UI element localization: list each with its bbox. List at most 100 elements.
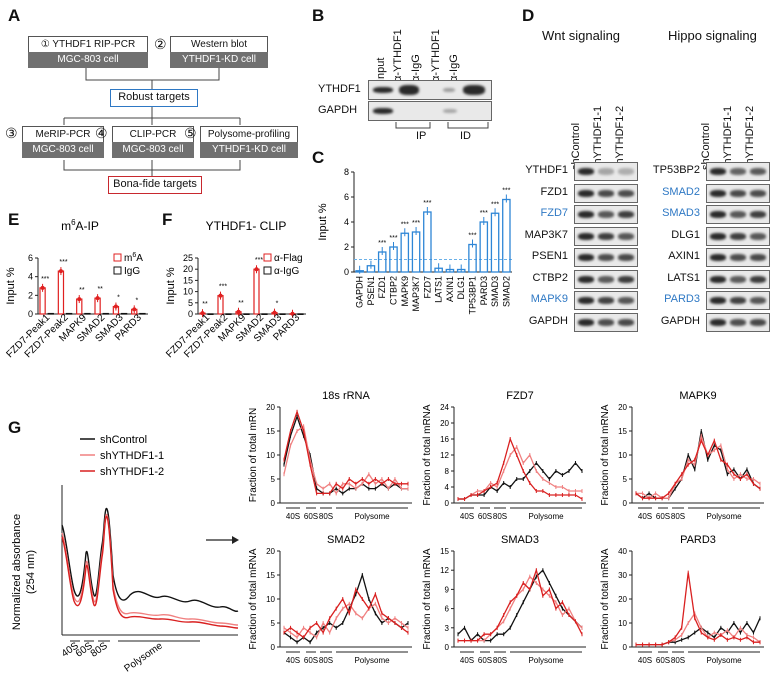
profile-ylabel: Fraction of total mRNA: [422, 548, 433, 649]
c-category-label: LATS1: [434, 276, 444, 303]
profile-ytick-label: 5: [623, 475, 628, 484]
c-sig-label: ***: [389, 235, 397, 242]
profile-line-0: [283, 572, 409, 644]
step5-number: ⑤: [184, 125, 197, 141]
wnt-label-map3k7: MAP3K7: [524, 228, 568, 241]
e-bar-0: [57, 270, 65, 315]
blot-b-row-ythdf1: YTHDF1: [318, 83, 361, 95]
step4-title: CLIP-PCR: [112, 126, 194, 143]
profile-ytick-label: 10: [266, 451, 275, 460]
profile-ytick-label: 3: [445, 624, 450, 633]
profile-ylabel: Fraction of total mRNA: [600, 548, 611, 649]
flowchart-connectors: [63, 68, 241, 176]
c-category-label: MAP3K7: [411, 276, 421, 312]
hippo-label-smad2: SMAD2: [662, 185, 700, 198]
c-bar: [411, 231, 421, 273]
c-category-label: FZD7: [422, 276, 432, 299]
wnt-label-psen1: PSEN1: [531, 250, 568, 262]
profile-line-2: [636, 572, 760, 646]
profile-line-2: [283, 409, 408, 495]
hippo-blot-tp53bp2: [706, 162, 770, 181]
e-legend-igg: IgG: [124, 266, 140, 277]
profile-fraction-label: 60S: [656, 656, 670, 665]
hippo-label-gapdh: GAPDH: [660, 314, 700, 327]
e-sig-label: **: [79, 287, 85, 294]
profile-title: SMAD2: [327, 534, 365, 546]
profile-fraction-label: 80S: [319, 512, 333, 521]
profile-ytick-label: 5: [271, 619, 276, 628]
e-bar-1: [65, 312, 73, 315]
step5-title: Polysome-profiling: [200, 126, 298, 143]
f-bar-1: [297, 313, 304, 315]
c-category-label: MAPK9: [400, 276, 410, 307]
c-category-label: SMAD3: [490, 276, 500, 307]
profile-ytick-label: 4: [445, 483, 450, 492]
profile-ytick-label: 15: [618, 427, 627, 436]
f-bar-1: [225, 313, 232, 315]
e-bar-1: [139, 312, 146, 315]
hippo-label-lats1: LATS1: [667, 271, 700, 284]
step4-number: ④: [95, 125, 108, 141]
profile-fraction-label: Polysome: [354, 656, 390, 665]
e-bar-1: [47, 312, 54, 315]
c-ytick-label: 8: [344, 167, 349, 177]
profile-line-0: [458, 461, 583, 500]
profile-ytick-label: 0: [445, 643, 450, 652]
c-sig-label: ***: [468, 233, 476, 240]
f-bar-1: [261, 313, 268, 315]
profile-line-2: [283, 587, 409, 639]
profile-fraction-label: 80S: [671, 512, 685, 521]
wnt-blot-gapdh: [574, 312, 638, 332]
profile-ytick-label: 20: [266, 547, 275, 556]
f-legend-flag: α-Flag: [274, 253, 303, 264]
f-sig-label: ***: [255, 257, 263, 264]
profile-ytick-label: 9: [445, 585, 450, 594]
profile-fraction-label: 40S: [638, 512, 652, 521]
profile-fraction-label: 40S: [460, 656, 474, 665]
c-category-label: CTBP2: [389, 276, 399, 305]
f-bar-1: [279, 313, 286, 315]
hippo-label-axin1: AXIN1: [668, 250, 700, 262]
lane-label-igg-ip: α-IgG: [410, 54, 422, 82]
step2-cell: YTHDF1-KD cell: [170, 52, 268, 68]
profile-fraction-label: 60S: [478, 656, 492, 665]
id-label: ID: [460, 130, 471, 142]
wnt-lane-shythdf1-1: shYTHDF1-1: [592, 105, 604, 170]
f-legend-swatch-igg: [263, 266, 272, 275]
blot-b-gapdh: [368, 101, 492, 121]
profile-ytick-label: 0: [623, 643, 628, 652]
profile-ytick-label: 0: [445, 499, 450, 508]
panel-label-b: B: [312, 6, 325, 25]
profile-line-2: [458, 567, 583, 642]
panel-label-f: F: [162, 210, 173, 229]
profile-ytick-label: 5: [271, 475, 276, 484]
step1-box: ① YTHDF1 RIP-PCR: [28, 36, 148, 53]
hippo-blot-pard3: [706, 291, 770, 310]
profile-title: MAPK9: [679, 390, 716, 402]
lane-label-input: Input: [375, 57, 387, 82]
e-ytick-label: 6: [28, 253, 33, 263]
wnt-label-ctbp2: CTBP2: [532, 271, 568, 284]
profile-title: PARD3: [680, 534, 716, 546]
f-ylabel: Input %: [165, 267, 177, 305]
c-category-label: DLG1: [456, 276, 466, 300]
e-ytick-label: 4: [28, 272, 33, 282]
profile-ytick-label: 0: [271, 499, 276, 508]
g-fraction-label: Polysome: [122, 640, 165, 674]
wnt-blot-fzd7: [574, 205, 638, 224]
e-sig-label: ***: [59, 259, 67, 266]
profile-line-0: [635, 430, 761, 500]
profile-fraction-label: 80S: [671, 656, 685, 665]
panel-label-e: E: [8, 210, 20, 229]
f-sig-label: *: [276, 301, 279, 308]
g-legend-label: shYTHDF1-1: [100, 450, 164, 462]
profile-ytick-label: 24: [440, 403, 449, 412]
hippo-blot-lats1: [706, 269, 770, 289]
c-ytick-label: 4: [344, 217, 349, 227]
g-legend-label: shControl: [100, 434, 147, 446]
c-bar: [490, 212, 500, 273]
profile-fraction-label: 40S: [460, 512, 474, 521]
robust-targets-box: Robust targets: [110, 89, 198, 107]
profile-fraction-label: 40S: [638, 656, 652, 665]
c-category-label: PSEN1: [366, 276, 376, 306]
